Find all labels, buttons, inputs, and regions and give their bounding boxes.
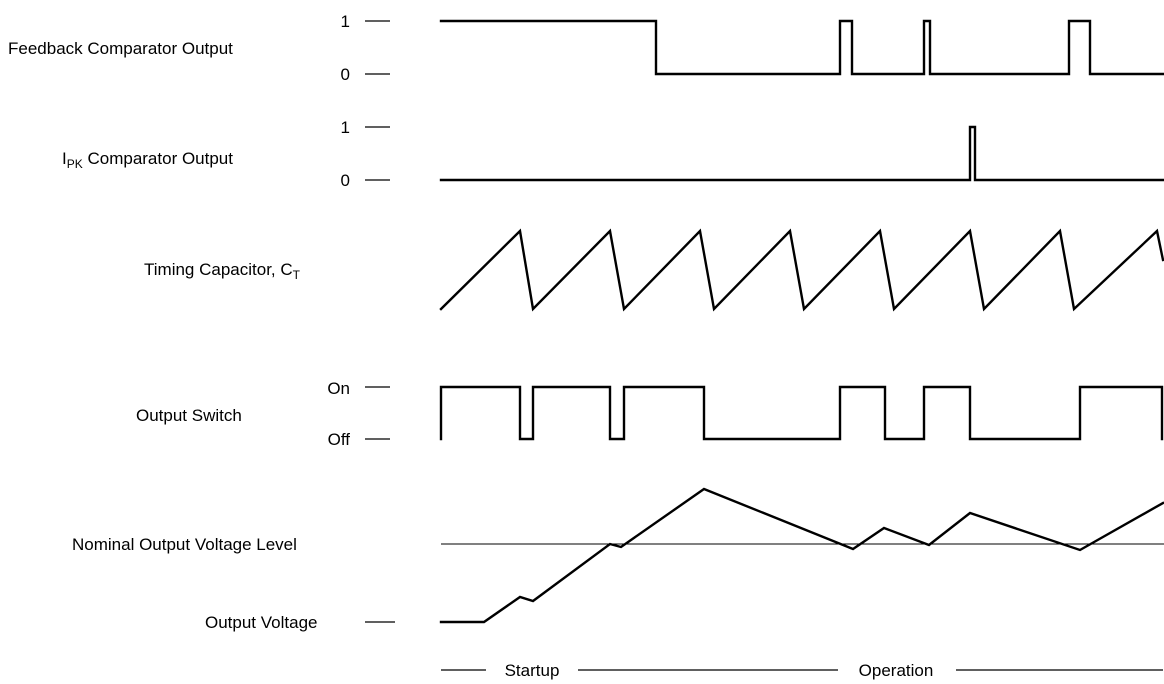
output-voltage-waveform: [439, 487, 1164, 624]
ipk-comparator-label: IPK Comparator Output: [62, 149, 233, 171]
timing-cap-label-main: Timing Capacitor, C: [144, 260, 293, 279]
output-switch-waveform: [439, 385, 1164, 441]
ipk-label-main: I: [62, 149, 67, 168]
output-voltage-label: Output Voltage: [205, 613, 317, 632]
feedback-comparator-label: Feedback Comparator Output: [8, 39, 233, 58]
feedback-level-low: 0: [341, 65, 350, 84]
startup-label: Startup: [505, 661, 560, 680]
timing-capacitor-label: Timing Capacitor, CT: [144, 260, 301, 282]
ipk-label-rest: Comparator Output: [83, 149, 234, 168]
output-switch-level-on: On: [327, 379, 350, 398]
timing-cap-label-sub: T: [293, 268, 301, 282]
ipk-comparator-waveform: [439, 125, 1164, 182]
output-switch-level-off: Off: [328, 430, 351, 449]
ipk-level-high: 1: [341, 118, 350, 137]
nominal-voltage-label: Nominal Output Voltage Level: [72, 535, 297, 554]
output-switch-label: Output Switch: [136, 406, 242, 425]
ipk-label-sub: PK: [67, 157, 83, 171]
operation-label: Operation: [859, 661, 934, 680]
ipk-level-low: 0: [341, 171, 350, 190]
timing-capacitor-waveform: [439, 228, 1164, 312]
feedback-comparator-waveform: [439, 19, 1164, 76]
feedback-level-high: 1: [341, 12, 350, 31]
